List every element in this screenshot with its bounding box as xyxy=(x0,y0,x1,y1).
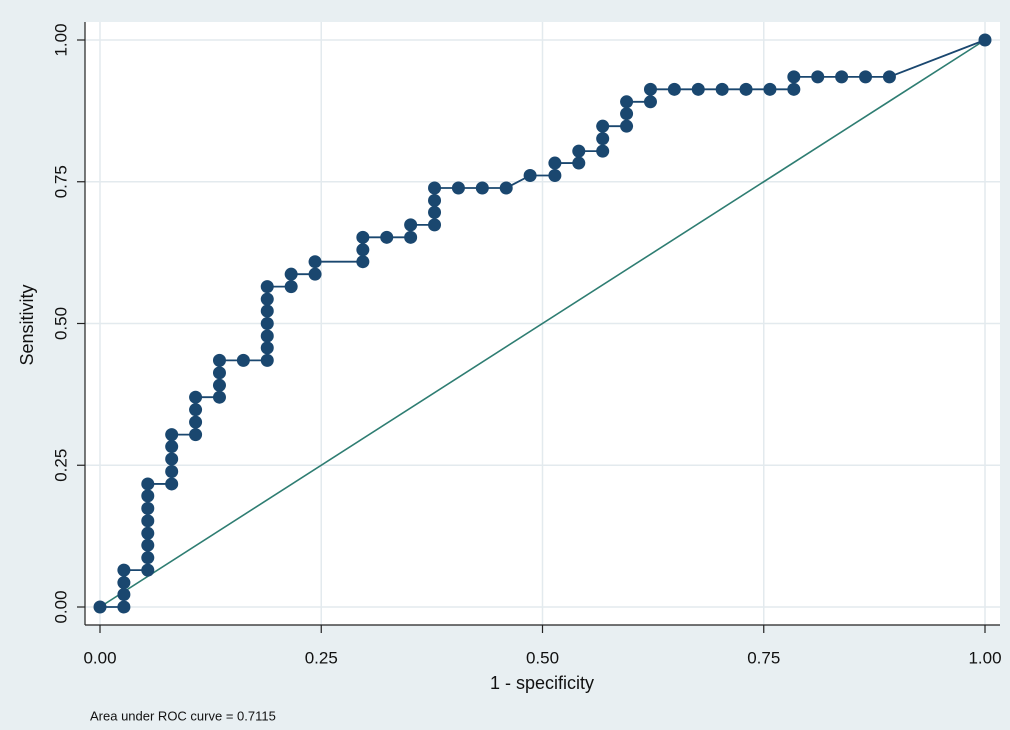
point xyxy=(787,82,801,96)
point xyxy=(93,600,107,614)
point xyxy=(548,169,562,183)
point xyxy=(308,267,322,281)
point xyxy=(475,181,489,195)
point xyxy=(620,119,634,133)
x-tick-label: 0.75 xyxy=(747,648,780,667)
point xyxy=(356,243,370,257)
point xyxy=(882,70,896,84)
point xyxy=(691,82,705,96)
point xyxy=(165,452,179,466)
point xyxy=(523,169,537,183)
x-tick-label: 0.25 xyxy=(305,648,338,667)
point xyxy=(428,205,442,219)
point xyxy=(404,218,418,232)
point xyxy=(212,353,226,367)
point xyxy=(236,353,250,367)
point xyxy=(141,551,155,565)
point xyxy=(141,538,155,552)
point xyxy=(165,464,179,478)
point xyxy=(117,563,131,577)
point xyxy=(308,255,322,269)
point xyxy=(715,82,729,96)
point xyxy=(596,132,610,146)
point xyxy=(260,353,274,367)
point xyxy=(451,181,465,195)
point xyxy=(141,489,155,503)
point xyxy=(260,329,274,343)
series-line xyxy=(99,39,986,608)
x-tick-label: 0.00 xyxy=(83,648,116,667)
point xyxy=(284,280,298,294)
y-tick-label: 0.50 xyxy=(51,307,70,340)
point xyxy=(212,366,226,380)
x-tick-label: 0.50 xyxy=(526,648,559,667)
y-tick-label: 0.25 xyxy=(51,449,70,482)
point xyxy=(380,230,394,244)
y-tick-label: 0.75 xyxy=(51,165,70,198)
point xyxy=(189,428,203,442)
point xyxy=(165,477,179,491)
x-axis-label: 1 - specificity xyxy=(490,673,594,693)
y-tick-label: 0.00 xyxy=(51,590,70,623)
annotation: Area under ROC curve = 0.7115 xyxy=(90,708,276,723)
point xyxy=(165,440,179,454)
point xyxy=(260,317,274,330)
point xyxy=(739,82,753,96)
point xyxy=(212,378,226,392)
point xyxy=(859,70,873,84)
point xyxy=(141,477,155,491)
point xyxy=(260,292,274,306)
point xyxy=(141,514,155,528)
point xyxy=(428,181,442,195)
point xyxy=(260,280,274,294)
point xyxy=(787,70,801,84)
point xyxy=(763,82,777,96)
point xyxy=(572,156,586,170)
point xyxy=(356,255,370,269)
y-tick-label: 1.00 xyxy=(51,23,70,56)
point xyxy=(428,193,442,207)
point xyxy=(620,107,634,121)
point xyxy=(978,33,992,47)
point xyxy=(620,95,634,109)
point xyxy=(141,563,155,577)
point xyxy=(260,341,274,355)
point xyxy=(189,403,203,417)
point xyxy=(596,119,610,133)
point xyxy=(165,428,179,442)
point xyxy=(428,218,442,232)
point xyxy=(596,144,610,158)
point xyxy=(811,70,825,84)
point xyxy=(117,576,131,590)
point xyxy=(189,415,203,429)
point xyxy=(356,230,370,244)
point xyxy=(835,70,849,84)
point xyxy=(499,181,513,195)
y-axis-label: Sensitivity xyxy=(17,284,37,365)
point xyxy=(260,304,274,318)
point xyxy=(572,144,586,158)
point xyxy=(404,230,418,244)
x-tick-label: 1.00 xyxy=(968,648,1001,667)
point xyxy=(189,390,203,404)
point xyxy=(141,526,155,540)
point xyxy=(117,588,131,602)
point xyxy=(667,82,681,96)
point xyxy=(643,95,657,109)
point xyxy=(141,501,155,515)
point xyxy=(117,600,131,614)
point xyxy=(643,82,657,96)
point xyxy=(284,267,298,281)
point xyxy=(548,156,562,170)
point xyxy=(212,390,226,404)
